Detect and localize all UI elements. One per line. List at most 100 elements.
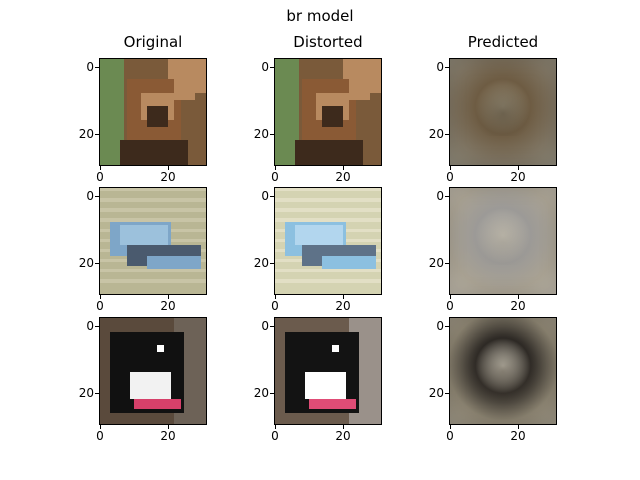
y-tick-mark	[95, 134, 99, 135]
image-pixel-block	[100, 279, 206, 283]
image-panel-r2-c1	[99, 187, 207, 295]
image-pixel-block	[100, 188, 206, 192]
y-tick-mark	[445, 67, 449, 68]
column-title-predicted: Predicted	[467, 33, 539, 51]
y-tick-label: 20	[428, 127, 444, 141]
y-tick-mark	[445, 134, 449, 135]
y-tick-mark	[445, 196, 449, 197]
y-tick-label: 20	[78, 386, 94, 400]
column-title-original: Original	[123, 33, 183, 51]
image-panel-r2-c3	[449, 187, 557, 295]
x-tick-mark	[450, 166, 451, 170]
y-tick-label: 0	[261, 60, 269, 74]
image-pixel-block	[100, 198, 206, 202]
image-pixel-block	[275, 218, 381, 222]
blurred-blob	[469, 333, 537, 402]
image-pixel-block	[130, 372, 171, 399]
x-tick-label: 20	[510, 170, 526, 184]
x-tick-label: 20	[335, 429, 351, 443]
image-pixel-block	[100, 59, 124, 165]
y-tick-mark	[270, 134, 274, 135]
x-tick-label: 0	[271, 170, 279, 184]
image-pixel-block	[275, 279, 381, 283]
image-pixel-block	[120, 225, 168, 246]
y-tick-mark	[270, 196, 274, 197]
x-tick-label: 0	[96, 429, 104, 443]
x-tick-mark	[343, 425, 344, 429]
image-pixel-block	[275, 188, 381, 192]
image-pixel-block	[308, 399, 356, 410]
image-pixel-block	[100, 269, 206, 273]
x-tick-label: 20	[510, 429, 526, 443]
y-tick-mark	[270, 67, 274, 68]
y-tick-mark	[445, 326, 449, 327]
image-pixel-block	[322, 255, 377, 269]
image-panel-r1-c1	[99, 58, 207, 166]
x-tick-label: 20	[160, 429, 176, 443]
y-tick-label: 0	[86, 319, 94, 333]
figure-suptitle: br model	[286, 7, 354, 25]
x-tick-label: 20	[335, 299, 351, 313]
column-title-distorted: Distorted	[293, 33, 363, 51]
image-pixel-block	[275, 269, 381, 273]
y-tick-mark	[270, 326, 274, 327]
y-tick-label: 0	[436, 189, 444, 203]
x-tick-label: 20	[160, 170, 176, 184]
y-tick-mark	[270, 263, 274, 264]
y-tick-label: 0	[261, 319, 269, 333]
image-pixel-block	[305, 372, 346, 399]
x-tick-mark	[100, 166, 101, 170]
image-panel-r2-c2	[274, 187, 382, 295]
y-tick-label: 0	[86, 60, 94, 74]
image-pixel-block	[157, 345, 165, 352]
y-tick-mark	[95, 263, 99, 264]
x-tick-label: 0	[96, 299, 104, 313]
image-panel-r1-c2	[274, 58, 382, 166]
image-pixel-block	[174, 72, 195, 100]
x-tick-label: 0	[446, 429, 454, 443]
image-pixel-block	[332, 345, 340, 352]
x-tick-mark	[343, 166, 344, 170]
image-pixel-block	[147, 255, 202, 269]
blurred-blob	[473, 85, 533, 137]
x-tick-mark	[450, 425, 451, 429]
y-tick-mark	[95, 393, 99, 394]
y-tick-label: 20	[428, 256, 444, 270]
x-tick-label: 20	[335, 170, 351, 184]
blurred-image	[450, 188, 556, 294]
y-tick-mark	[95, 67, 99, 68]
x-tick-label: 20	[160, 299, 176, 313]
y-tick-label: 0	[436, 319, 444, 333]
y-tick-label: 20	[253, 386, 269, 400]
y-tick-label: 0	[261, 189, 269, 203]
y-tick-mark	[270, 393, 274, 394]
image-pixel-block	[295, 225, 343, 246]
x-tick-label: 0	[271, 299, 279, 313]
x-tick-label: 0	[96, 170, 104, 184]
x-tick-mark	[275, 425, 276, 429]
image-pixel-block	[275, 59, 299, 165]
vignette	[450, 318, 556, 424]
x-tick-mark	[275, 295, 276, 299]
x-tick-mark	[450, 295, 451, 299]
y-tick-label: 20	[78, 256, 94, 270]
image-pixel-block	[322, 106, 343, 127]
x-tick-mark	[518, 166, 519, 170]
image-panel-r3-c1	[99, 317, 207, 425]
image-pixel-block	[349, 72, 370, 100]
y-tick-mark	[95, 196, 99, 197]
x-tick-mark	[168, 166, 169, 170]
image-pixel-block	[147, 106, 168, 127]
image-pixel-block	[100, 218, 206, 222]
image-pixel-block	[133, 399, 181, 410]
y-tick-label: 20	[428, 386, 444, 400]
y-tick-mark	[95, 326, 99, 327]
image-pixel-block	[120, 140, 188, 165]
x-tick-label: 0	[446, 299, 454, 313]
image-pixel-block	[275, 208, 381, 212]
vignette	[450, 188, 556, 294]
x-tick-mark	[518, 425, 519, 429]
y-tick-mark	[445, 263, 449, 264]
x-tick-mark	[168, 425, 169, 429]
x-tick-mark	[518, 295, 519, 299]
